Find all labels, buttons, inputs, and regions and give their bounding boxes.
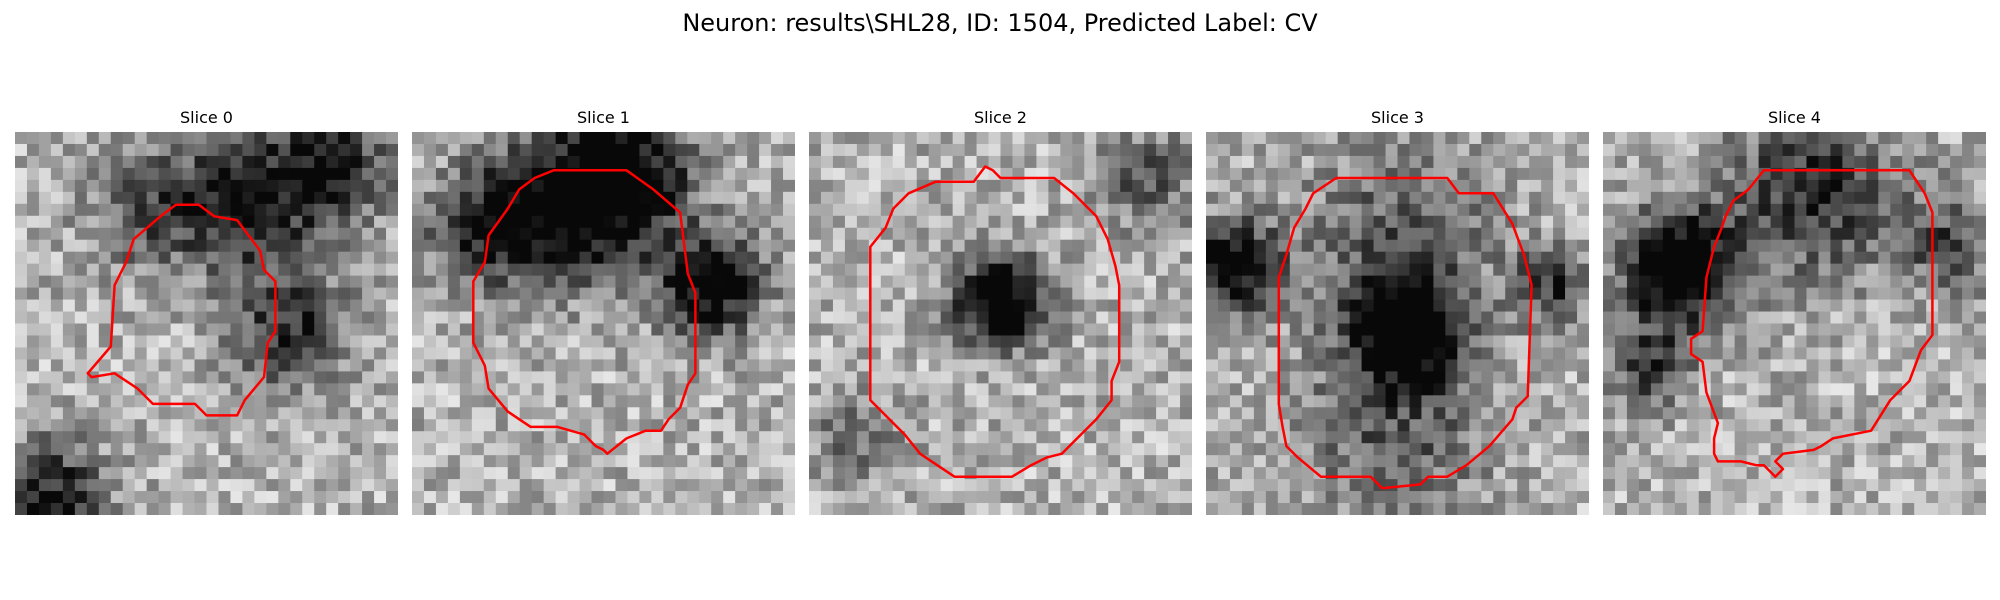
pixel-grid <box>809 132 1192 515</box>
slice-title-1: Slice 1 <box>577 108 630 127</box>
segmentation-contour <box>1277 176 1533 490</box>
pixel-grid <box>412 132 795 515</box>
pixel-grid <box>1603 132 1986 515</box>
slice-panel-4: Slice 4 <box>1603 108 1986 515</box>
slice-panel-0: Slice 0 <box>15 108 398 515</box>
slice-image-0 <box>15 132 398 515</box>
slice-panel-2: Slice 2 <box>809 108 1192 515</box>
slice-title-2: Slice 2 <box>974 108 1027 127</box>
slice-panel-3: Slice 3 <box>1206 108 1589 515</box>
figure-title: Neuron: results\SHL28, ID: 1504, Predict… <box>682 9 1318 37</box>
segmentation-contour <box>472 169 697 455</box>
slice-title-3: Slice 3 <box>1371 108 1424 127</box>
slice-image-2 <box>809 132 1192 515</box>
slice-panel-1: Slice 1 <box>412 108 795 515</box>
segmentation-contour <box>869 165 1121 478</box>
pixel-grid <box>15 132 398 515</box>
segmentation-contour <box>1689 169 1934 478</box>
slice-title-0: Slice 0 <box>180 108 233 127</box>
slice-image-3 <box>1206 132 1589 515</box>
slice-image-4 <box>1603 132 1986 515</box>
segmentation-contour <box>86 203 277 417</box>
pixel-grid <box>1206 132 1589 515</box>
slice-image-1 <box>412 132 795 515</box>
slice-title-4: Slice 4 <box>1768 108 1821 127</box>
